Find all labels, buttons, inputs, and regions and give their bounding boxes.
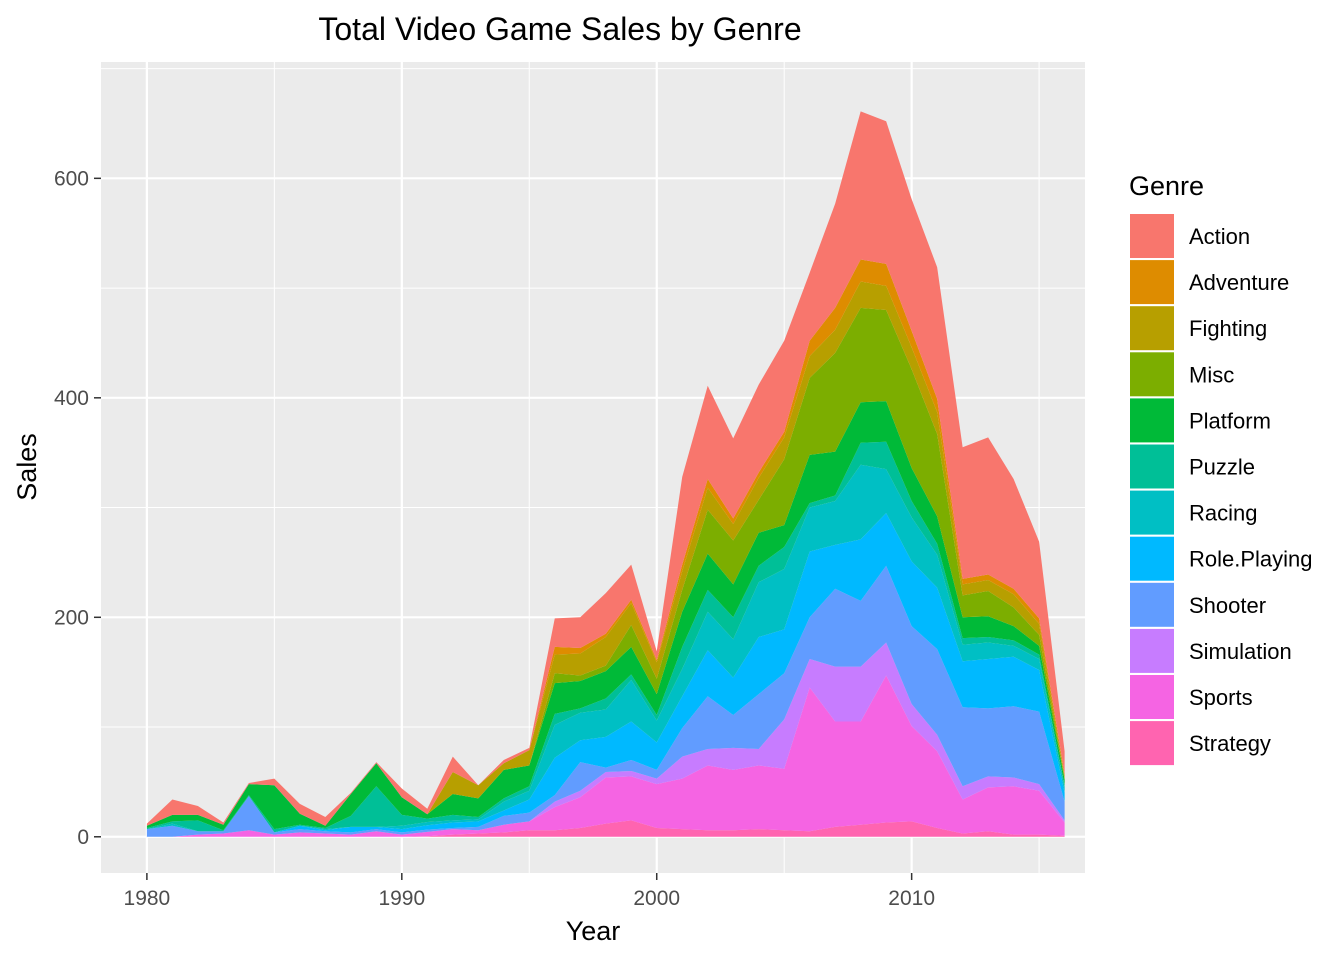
area-misc <box>146 307 1065 826</box>
legend-label-sports: Sports <box>1189 685 1253 710</box>
y-axis: 0 200 400 600 <box>54 167 101 849</box>
legend-label-puzzle: Puzzle <box>1189 455 1255 480</box>
legend-key-fighting <box>1130 306 1174 351</box>
legend-label-platform: Platform <box>1189 408 1271 433</box>
legend-label-role-playing: Role.Playing <box>1189 547 1313 572</box>
chart-title: Total Video Game Sales by Genre <box>318 11 801 47</box>
legend-label-misc: Misc <box>1189 362 1234 387</box>
area-action <box>146 111 1065 826</box>
legend-label-simulation: Simulation <box>1189 639 1292 664</box>
legend-key-role-playing <box>1130 536 1174 581</box>
legend-key-racing <box>1130 490 1174 535</box>
legend-key-misc <box>1130 352 1174 397</box>
x-axis-title: Year <box>566 916 621 946</box>
legend-title: Genre <box>1129 171 1204 201</box>
legend-label-action: Action <box>1189 224 1250 249</box>
y-tick-label: 600 <box>54 167 89 190</box>
y-tick-label: 200 <box>54 606 89 629</box>
legend-key-platform <box>1130 398 1174 443</box>
legend-key-shooter <box>1130 582 1174 627</box>
legend-label-strategy: Strategy <box>1189 731 1271 756</box>
legend-key-puzzle <box>1130 444 1174 489</box>
legend-label-fighting: Fighting <box>1189 316 1267 341</box>
x-tick-label: 1980 <box>124 887 171 910</box>
area-simulation <box>146 642 1065 837</box>
area-strategy <box>146 820 1065 837</box>
legend-label-shooter: Shooter <box>1189 593 1266 618</box>
x-tick-label: 2010 <box>888 887 935 910</box>
legend-key-action <box>1130 214 1174 258</box>
area-layers <box>146 111 1065 837</box>
legend-key-simulation <box>1130 628 1174 673</box>
y-tick-label: 400 <box>54 387 89 410</box>
y-axis-title: Sales <box>12 433 42 501</box>
area-shooter <box>146 565 1065 837</box>
legend-label-adventure: Adventure <box>1189 270 1289 295</box>
legend-key-sports <box>1130 675 1174 719</box>
legend-label-racing: Racing <box>1189 501 1257 526</box>
legend: Genre Action Adventure Fighting Misc Platfor… <box>1129 171 1313 766</box>
legend-key-adventure <box>1130 260 1174 305</box>
legend-items: Action Adventure Fighting Misc Platform Puzzl… <box>1130 214 1313 766</box>
x-tick-label: 2000 <box>633 887 680 910</box>
y-tick-label: 0 <box>77 826 89 849</box>
area-sports <box>146 675 1065 837</box>
legend-key-strategy <box>1130 721 1174 766</box>
x-axis: 1980 1990 2000 2010 <box>124 873 935 910</box>
x-tick-label: 1990 <box>378 887 425 910</box>
